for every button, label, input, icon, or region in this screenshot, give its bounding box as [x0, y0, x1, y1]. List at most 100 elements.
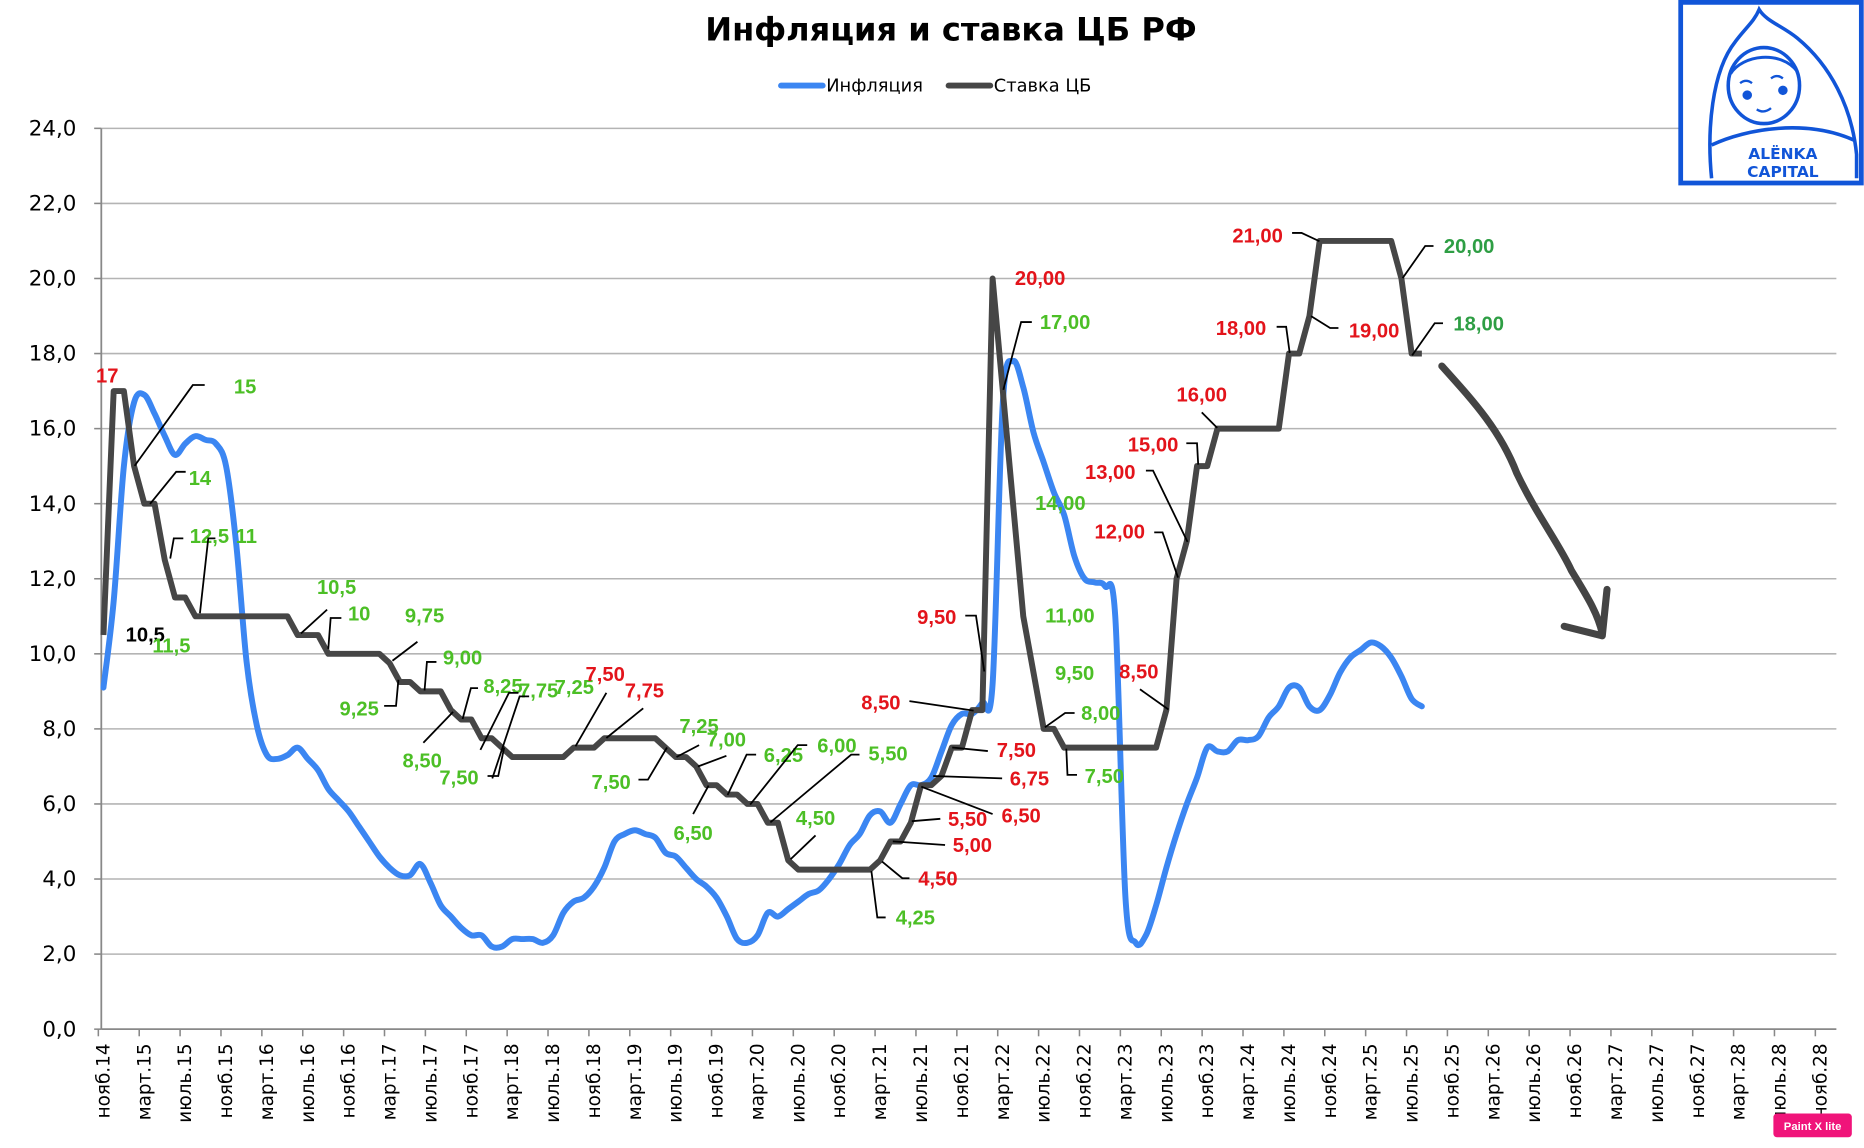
annotation-label: 20,00	[1444, 236, 1495, 258]
annotation-leader-line	[199, 537, 216, 614]
x-tick-label: март.18	[502, 1043, 523, 1120]
annotation-label: 9,75	[405, 606, 444, 628]
legend: Инфляция Ставка ЦБ	[778, 76, 1092, 97]
annotation-leader-line	[300, 608, 328, 635]
rate-annotation: 16,00	[1177, 385, 1228, 429]
annotation-label: 11,5	[152, 635, 190, 657]
logo-text-line2: CAPITAL	[1747, 163, 1819, 181]
annotation-label: 8,00	[1081, 703, 1120, 725]
x-tick-label: июль.15	[175, 1043, 196, 1122]
annotation-label: 4,50	[918, 868, 957, 890]
annotation-label: 6,75	[1010, 769, 1049, 791]
logo-text-line1: ALЁNKA	[1748, 144, 1817, 163]
annotation-leader-line	[384, 679, 400, 707]
annotation-label: 21,00	[1232, 225, 1283, 247]
paint-x-lite-badge: Paint X lite	[1773, 1113, 1852, 1138]
annotation-label: 18,00	[1216, 318, 1267, 340]
annotation-leader-line	[422, 711, 454, 744]
annotation-leader-line	[487, 747, 506, 777]
annotation-leader-line	[133, 384, 205, 467]
rate-annotation: 20,00	[1401, 236, 1495, 279]
annotation-leader-line	[789, 834, 817, 860]
x-axis: нояб.14 март.15 июль.15 нояб.15 март.16 июль.…	[93, 1028, 1837, 1123]
annotation-leader-line	[965, 614, 986, 672]
rate-annotation: 15	[133, 376, 256, 467]
x-tick-label: нояб.24	[1320, 1043, 1341, 1118]
rate-annotation: 4,50	[881, 860, 958, 890]
annotation-label: 7,50	[586, 664, 625, 686]
x-tick-label: нояб.27	[1688, 1043, 1709, 1118]
x-tick-label: июль.16	[298, 1043, 319, 1122]
annotation-label: 15,00	[1128, 435, 1179, 457]
rate-annotation: 18,00	[1216, 318, 1291, 354]
annotation-leader-line	[676, 744, 700, 758]
rate-annotation: 6,50	[673, 785, 713, 845]
annotation-leader-line	[1186, 442, 1200, 465]
y-tick-label: 10,0	[29, 642, 77, 667]
rate-annotation: 7,50	[1065, 748, 1124, 788]
annotation-leader-line	[909, 700, 974, 712]
rate-annotation: 7,50	[591, 747, 668, 794]
rate-annotation: 7,75	[605, 681, 664, 739]
annotation-label: 4,25	[896, 908, 935, 930]
annotation-label: 7,25	[679, 716, 718, 738]
key-rate-line	[100, 237, 1422, 873]
rate-annotation: 9,25	[340, 679, 400, 720]
x-tick-label: март.22	[993, 1043, 1014, 1120]
x-tick-label: июль.24	[1279, 1043, 1300, 1122]
x-tick-label: нояб.15	[216, 1043, 237, 1118]
annotation-label: 12,00	[1095, 521, 1146, 543]
annotation-leader-line	[1411, 322, 1444, 356]
rate-annotation: 9,75	[391, 606, 444, 662]
y-tick-label: 18,0	[29, 342, 77, 367]
annotation-label: 4,50	[796, 808, 835, 830]
forecast-arrowhead-icon	[1560, 585, 1611, 640]
rate-annotation: 8,50	[403, 711, 454, 773]
rate-annotation: 10,5	[300, 577, 356, 635]
annotation-leader-line	[479, 691, 519, 751]
alenka-capital-logo: ALЁNKA CAPITAL	[1678, 0, 1864, 186]
annotation-leader-line	[605, 707, 644, 739]
annotation-label: 7,00	[707, 729, 746, 751]
annotation-label: 11	[236, 526, 257, 548]
annotation-label: 13,00	[1085, 462, 1136, 484]
y-tick-label: 16,0	[29, 417, 77, 442]
annotation-leader-line	[870, 870, 886, 919]
annotation-leader-line	[1044, 712, 1075, 729]
rate-annotation: 10	[327, 603, 370, 649]
x-tick-label: июль.27	[1647, 1043, 1668, 1122]
annotation-leader-line	[149, 470, 186, 505]
rate-annotation: 4,25	[870, 870, 935, 930]
annotation-leader-line	[1201, 411, 1218, 429]
legend-item-key-rate[interactable]: Ставка ЦБ	[945, 76, 1092, 97]
annotation-leader-line	[461, 687, 479, 720]
legend-label-inflation: Инфляция	[826, 76, 923, 97]
annotation-label: 5,50	[948, 809, 987, 831]
rate-annotation: 14	[149, 468, 212, 505]
annotation-leader-line	[1276, 325, 1291, 354]
annotation-label: 16,00	[1177, 385, 1228, 407]
x-tick-label: июль.22	[1034, 1043, 1055, 1122]
x-tick-label: нояб.16	[339, 1043, 360, 1118]
rate-annotation: 19,00	[1310, 315, 1399, 343]
rate-annotation: 7,00	[697, 729, 746, 768]
annotation-leader-line	[769, 753, 860, 824]
annotation-label: 11,00	[1045, 606, 1094, 628]
series-key-rate	[100, 237, 1422, 873]
y-tick-label: 0,0	[42, 1017, 76, 1042]
annotation-leader-line	[169, 537, 184, 559]
y-tick-label: 14,0	[29, 492, 77, 517]
x-tick-label: март.26	[1483, 1043, 1504, 1120]
legend-item-inflation[interactable]: Инфляция	[778, 76, 923, 97]
annotation-leader-line	[749, 744, 808, 806]
x-tick-label: март.23	[1115, 1043, 1136, 1120]
annotation-label: 9,25	[340, 698, 379, 720]
rate-annotation: 11,5	[152, 635, 190, 657]
x-tick-label: июль.26	[1524, 1043, 1545, 1122]
annotation-leader-line	[1145, 469, 1189, 543]
x-tick-label: нояб.26	[1565, 1043, 1586, 1118]
x-tick-label: июль.17	[420, 1043, 441, 1122]
y-tick-label: 8,0	[42, 717, 76, 742]
annotation-label: 8,50	[403, 751, 442, 773]
rate-annotation: 17,00	[1002, 312, 1090, 391]
